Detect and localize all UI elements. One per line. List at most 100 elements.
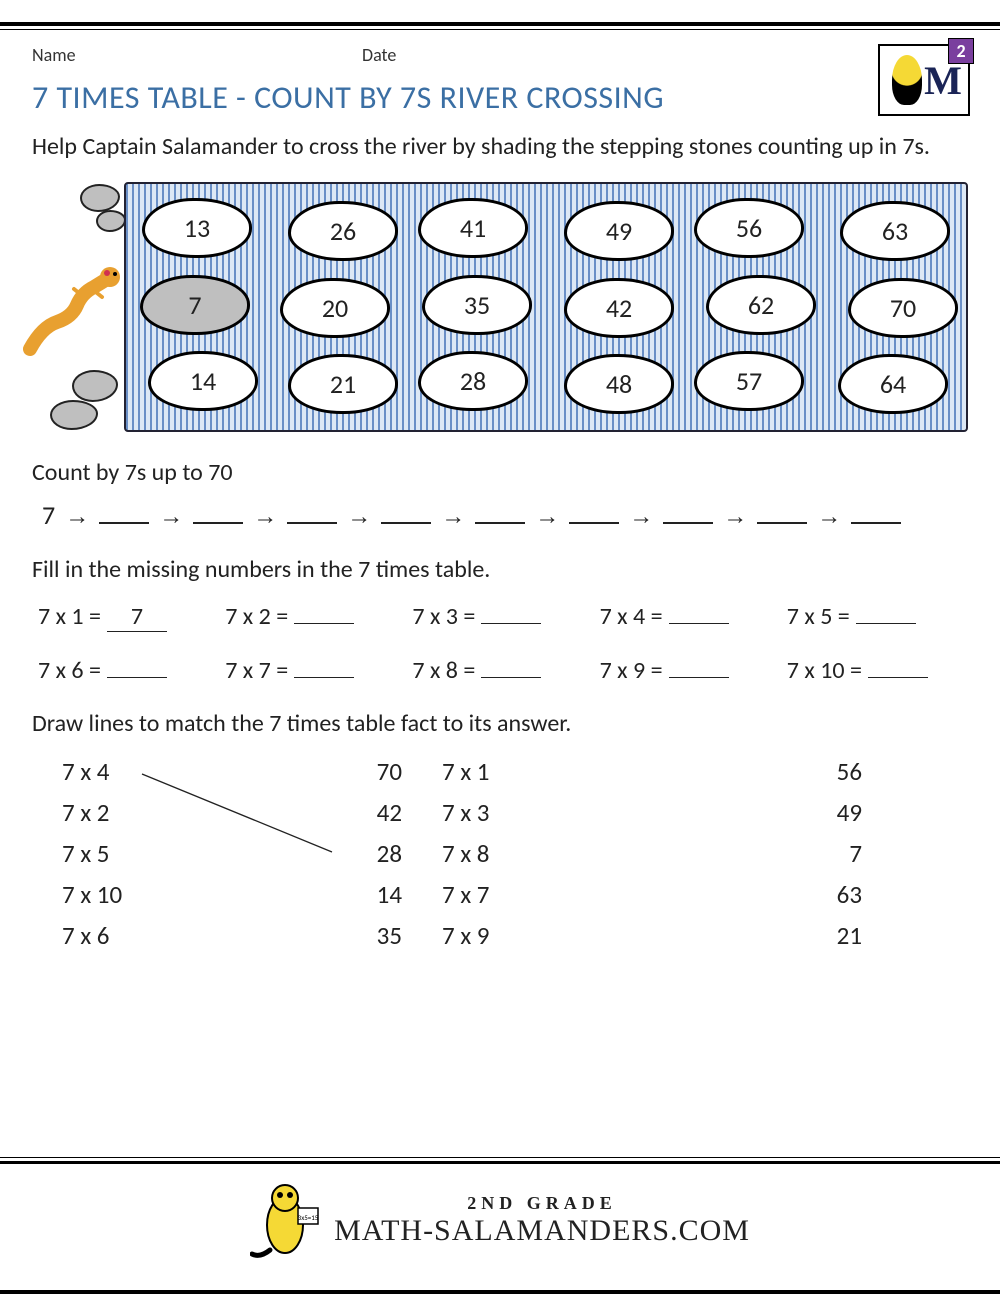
- stone[interactable]: 42: [564, 278, 674, 338]
- fill-answer[interactable]: [294, 677, 354, 678]
- match-question[interactable]: 7 x 10: [62, 879, 202, 910]
- match-answer[interactable]: 14: [242, 879, 402, 910]
- rock-icon: [50, 400, 98, 430]
- arrow-icon: →: [535, 503, 559, 531]
- count-blank[interactable]: [381, 502, 431, 524]
- match-question[interactable]: 7 x 5: [62, 838, 202, 869]
- match-question[interactable]: 7 x 6: [62, 920, 202, 951]
- stone[interactable]: 62: [706, 275, 816, 335]
- match-answer[interactable]: 56: [682, 756, 862, 787]
- count-blank[interactable]: [99, 502, 149, 524]
- match-label: Draw lines to match the 7 times table fa…: [32, 709, 968, 738]
- match-answer[interactable]: 28: [242, 838, 402, 869]
- count-label: Count by 7s up to 70: [32, 458, 968, 487]
- count-start: 7: [42, 499, 55, 531]
- match-area: 7 x 4 70 7 x 1 56 7 x 2 42 7 x 3 49 7 x 5 28 7 x 8…: [32, 756, 968, 951]
- stone[interactable]: 28: [418, 351, 528, 411]
- footer-grade: 2ND GRADE: [334, 1193, 750, 1214]
- arrow-icon: →: [441, 503, 465, 531]
- count-blank[interactable]: [757, 502, 807, 524]
- stone[interactable]: 64: [838, 354, 948, 414]
- rock-icon: [72, 370, 118, 402]
- match-answer[interactable]: 42: [242, 797, 402, 828]
- arrow-icon: →: [65, 503, 89, 531]
- count-blank[interactable]: [193, 502, 243, 524]
- stone[interactable]: 35: [422, 275, 532, 335]
- stone[interactable]: 7: [140, 275, 250, 335]
- fill-answer[interactable]: [669, 623, 729, 624]
- fill-item: 7 x 6 =: [38, 656, 219, 685]
- match-answer[interactable]: 35: [242, 920, 402, 951]
- stone[interactable]: 26: [288, 201, 398, 261]
- fill-question: 7 x 1 =: [38, 602, 101, 631]
- fill-item: 7 x 2 =: [225, 602, 406, 632]
- fill-item: 7 x 1 =7: [38, 602, 219, 632]
- fill-answer[interactable]: [856, 623, 916, 624]
- arrow-icon: →: [159, 503, 183, 531]
- fill-answer[interactable]: [107, 677, 167, 678]
- fill-question: 7 x 10 =: [787, 656, 862, 685]
- river-crossing: 13 26 41 49 56 63 7 20 35 42 62 70 14 21 28 48 57 64: [32, 182, 968, 432]
- match-grid: 7 x 4 70 7 x 1 56 7 x 2 42 7 x 3 49 7 x 5 28 7 x 8…: [62, 756, 968, 951]
- arrow-icon: →: [347, 503, 371, 531]
- match-answer[interactable]: 63: [682, 879, 862, 910]
- stone[interactable]: 20: [280, 278, 390, 338]
- fill-answer[interactable]: [294, 623, 354, 624]
- fill-label: Fill in the missing numbers in the 7 tim…: [32, 555, 968, 584]
- stone[interactable]: 48: [564, 354, 674, 414]
- stones-grid: 13 26 41 49 56 63 7 20 35 42 62 70 14 21 28 48 57 64: [132, 192, 960, 422]
- intro-text: Help Captain Salamander to cross the riv…: [32, 130, 968, 164]
- count-blank[interactable]: [663, 502, 713, 524]
- stone[interactable]: 70: [848, 278, 958, 338]
- page-title: 7 TIMES TABLE - COUNT BY 7S RIVER CROSSI…: [32, 78, 664, 117]
- rock-icon: [96, 210, 126, 232]
- count-blank[interactable]: [287, 502, 337, 524]
- fill-question: 7 x 9 =: [600, 656, 663, 685]
- arrow-icon: →: [723, 503, 747, 531]
- card-text: 3x5=15: [298, 1213, 319, 1222]
- match-question[interactable]: 7 x 3: [442, 797, 642, 828]
- count-sequence: 7→→→→→→→→→: [42, 499, 968, 531]
- stone[interactable]: 41: [418, 198, 528, 258]
- fill-item: 7 x 5 =: [787, 602, 968, 632]
- match-question[interactable]: 7 x 1: [442, 756, 642, 787]
- match-question[interactable]: 7 x 7: [442, 879, 642, 910]
- stone[interactable]: 57: [694, 351, 804, 411]
- grade-badge: 2: [948, 38, 974, 64]
- match-answer[interactable]: 7: [682, 838, 862, 869]
- fill-answer[interactable]: [669, 677, 729, 678]
- fill-question: 7 x 8 =: [412, 656, 475, 685]
- match-question[interactable]: 7 x 8: [442, 838, 642, 869]
- count-blank[interactable]: [851, 502, 901, 524]
- fill-answer[interactable]: [868, 677, 928, 678]
- arrow-icon: →: [817, 503, 841, 531]
- stone[interactable]: 63: [840, 201, 950, 261]
- name-label: Name: [32, 44, 362, 66]
- match-answer[interactable]: 49: [682, 797, 862, 828]
- fill-answer[interactable]: [481, 677, 541, 678]
- stone[interactable]: 14: [148, 351, 258, 411]
- match-answer[interactable]: 70: [242, 756, 402, 787]
- match-question[interactable]: 7 x 4: [62, 756, 202, 787]
- stone[interactable]: 56: [694, 198, 804, 258]
- fill-grid: 7 x 1 =77 x 2 =7 x 3 =7 x 4 =7 x 5 =7 x …: [38, 602, 968, 685]
- fill-item: 7 x 7 =: [225, 656, 406, 685]
- bottom-edge: [0, 1290, 1000, 1294]
- header-row: Name Date: [32, 44, 968, 66]
- fill-answer[interactable]: [481, 623, 541, 624]
- stone[interactable]: 13: [142, 198, 252, 258]
- count-blank[interactable]: [475, 502, 525, 524]
- fill-question: 7 x 5 =: [787, 602, 850, 631]
- match-answer[interactable]: 21: [682, 920, 862, 951]
- count-blank[interactable]: [569, 502, 619, 524]
- fill-question: 7 x 2 =: [225, 602, 288, 631]
- fill-answer[interactable]: 7: [107, 602, 167, 632]
- stone[interactable]: 49: [564, 201, 674, 261]
- stone[interactable]: 21: [288, 354, 398, 414]
- salamander-icon: [892, 55, 922, 105]
- match-question[interactable]: 7 x 2: [62, 797, 202, 828]
- match-question[interactable]: 7 x 9: [442, 920, 642, 951]
- fill-question: 7 x 6 =: [38, 656, 101, 685]
- fill-question: 7 x 3 =: [412, 602, 475, 631]
- footer-rule: [0, 1157, 1000, 1164]
